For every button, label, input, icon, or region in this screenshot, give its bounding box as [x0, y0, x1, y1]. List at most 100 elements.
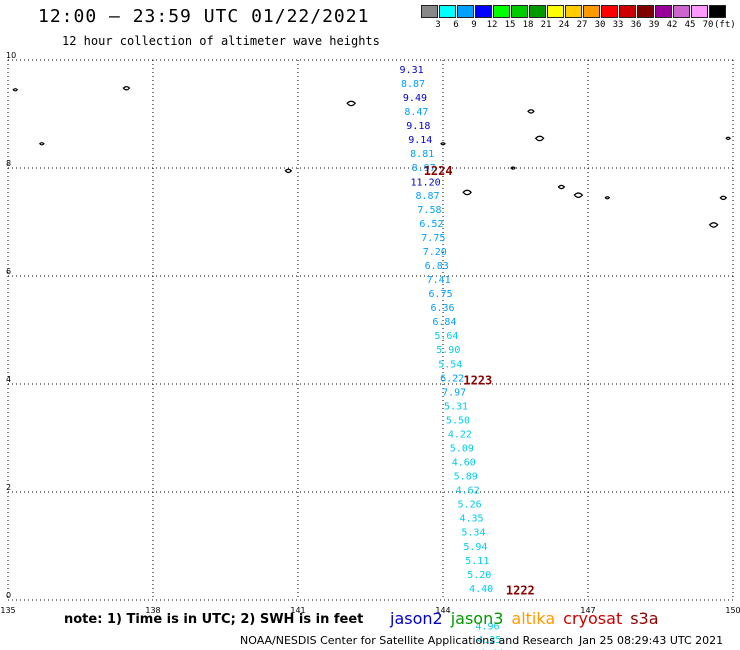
x-tick-label: 147	[580, 606, 595, 615]
island-outline	[725, 136, 731, 141]
scale-swatch	[565, 5, 582, 18]
footer-note: note: 1) Time is in UTC; 2) SWH is in fe…	[64, 612, 364, 627]
swh-value: 5.20	[467, 570, 491, 581]
y-tick-label: 4	[6, 375, 11, 384]
mission-jason2: jason2	[390, 609, 443, 628]
island-outlines	[12, 85, 731, 228]
scale-swatch	[601, 5, 618, 18]
island-outline	[604, 196, 611, 200]
scale-label: 24	[558, 20, 570, 30]
swh-value: 11.20	[411, 177, 441, 188]
swh-value: 5.26	[458, 500, 482, 511]
x-tick-label: 138	[145, 606, 160, 615]
x-tick-label: 150	[725, 606, 740, 615]
swh-value: 5.34	[461, 528, 485, 539]
scale-label: 42	[666, 20, 678, 30]
swh-value: 5.50	[446, 415, 470, 426]
swh-value: 7.41	[427, 275, 451, 286]
swh-value: 7.97	[442, 387, 466, 398]
swh-value: 4.40	[469, 584, 493, 595]
scale-label: 27	[576, 20, 588, 30]
credit-line: NOAA/NESDIS Center for Satellite Applica…	[240, 634, 574, 647]
island-outline	[719, 195, 728, 201]
swh-value: 6.52	[419, 219, 443, 230]
swh-value: 5.64	[434, 331, 458, 342]
scale-unit: (ft)	[714, 20, 736, 30]
island-outline	[527, 109, 535, 114]
scale-swatch	[493, 5, 510, 18]
swh-value: 8.81	[410, 149, 434, 160]
scale-label: 70	[702, 20, 714, 30]
y-tick-label: 2	[6, 483, 11, 492]
swh-value: 5.31	[444, 401, 468, 412]
time-labels: 1224122312221221	[424, 164, 535, 598]
island-outline	[462, 189, 472, 196]
swh-value: 4.22	[448, 429, 472, 440]
x-tick-label: 135	[0, 606, 15, 615]
swh-value: 7.75	[421, 233, 445, 244]
island-outline	[534, 135, 545, 142]
color-scale-legend: 3 6 9 12 15 18 21 24 27 30 33 36 39 42 45 70 (ft)	[421, 5, 736, 33]
island-outline	[346, 100, 356, 107]
scale-swatch	[457, 5, 474, 18]
time-label: 1222	[506, 584, 535, 598]
swh-value: 4.44	[479, 649, 503, 650]
swh-value: 6.22	[440, 373, 464, 384]
scale-label: 36	[630, 20, 642, 30]
scale-label: 9	[471, 20, 477, 30]
scale-swatch	[511, 5, 528, 18]
swh-value: 6.84	[432, 317, 456, 328]
generated-timestamp: Jan 25 08:29:43 UTC 2021	[579, 634, 724, 647]
scale-swatch	[421, 5, 438, 18]
axis-labels: 135 138 141 144 147 150 0 2 4 6 8 10	[0, 51, 740, 615]
scale-swatch	[529, 5, 546, 18]
mission-s3a: s3a	[630, 609, 659, 628]
scale-swatch	[547, 5, 564, 18]
island-outline	[510, 166, 516, 170]
swh-value: 5.89	[454, 472, 478, 483]
y-tick-label: 6	[6, 267, 11, 276]
scale-swatch	[709, 5, 726, 18]
x-tick-label: 144	[435, 606, 450, 615]
scale-swatch	[655, 5, 672, 18]
page-subtitle: 12 hour collection of altimeter wave hei…	[62, 34, 380, 48]
swh-value: 8.47	[404, 107, 428, 118]
scale-label: 45	[684, 20, 696, 30]
swh-value: 5.11	[465, 556, 489, 567]
scale-swatch	[637, 5, 654, 18]
swh-value: 6.36	[430, 303, 454, 314]
swh-value: 5.09	[450, 444, 474, 455]
swh-value: 7.58	[417, 205, 441, 216]
time-label: 1224	[424, 164, 453, 178]
scale-label: 21	[540, 20, 552, 30]
time-label: 1223	[463, 374, 492, 388]
swh-value: 9.31	[400, 65, 424, 76]
swh-value: 8.87	[415, 191, 439, 202]
island-outline	[284, 168, 293, 174]
swh-value: 4.35	[459, 514, 483, 525]
swh-value: 6.83	[425, 261, 449, 272]
swh-value: 4.96	[475, 622, 499, 633]
scale-label: 15	[504, 20, 516, 30]
scale-swatch	[619, 5, 636, 18]
island-outline	[573, 192, 584, 198]
swh-value: 6.75	[429, 289, 453, 300]
mission-jason3: jason3	[450, 609, 504, 628]
swh-value: 5.94	[463, 542, 487, 553]
swh-value: 5.54	[438, 359, 462, 370]
scale-swatch	[439, 5, 456, 18]
y-tick-label: 10	[6, 51, 16, 60]
island-outline	[708, 222, 719, 228]
scale-swatch	[691, 5, 708, 18]
swh-value: 5.90	[436, 345, 460, 356]
y-tick-label: 0	[6, 591, 11, 600]
island-outline	[557, 184, 566, 190]
swh-value: 9.14	[408, 135, 432, 146]
x-tick-label: 141	[290, 606, 305, 615]
swh-value: 9.18	[406, 121, 430, 132]
swh-value: 7.20	[423, 247, 447, 258]
scale-swatch	[673, 5, 690, 18]
scale-label: 6	[453, 20, 459, 30]
swh-value: 4.62	[456, 486, 480, 497]
